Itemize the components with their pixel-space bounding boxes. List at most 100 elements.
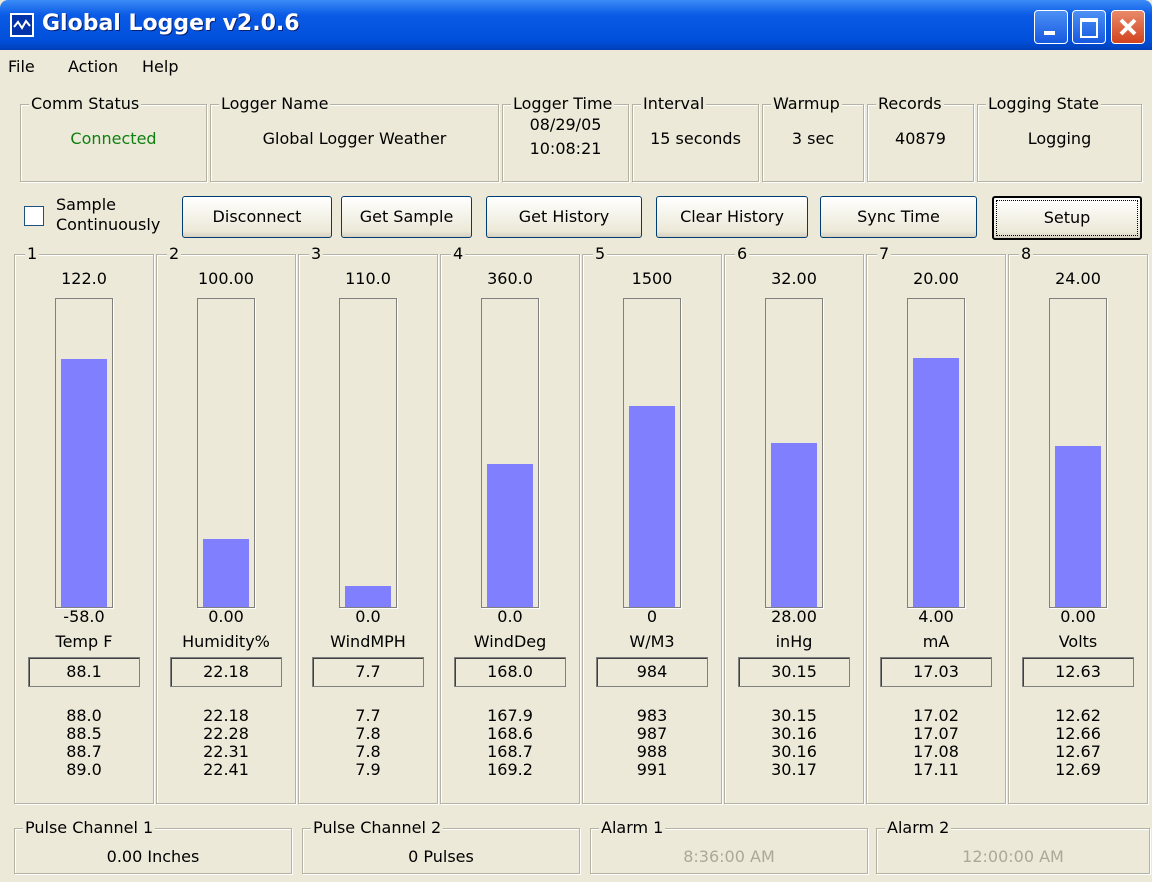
history-reading: 12.66: [1055, 724, 1101, 743]
channel-group: 8 24.00 0.00 Volts 12.63 12.62 12.66 12.67 12.69: [1008, 245, 1148, 804]
status-value: 08/29/05: [529, 115, 602, 134]
group-label: Alarm 1: [599, 818, 666, 837]
bar-frame: [765, 298, 823, 608]
history-reading: 88.5: [66, 724, 102, 743]
history-reading: 88.7: [66, 742, 102, 761]
channel-max: 32.00: [771, 269, 817, 288]
channel-unit: WindMPH: [330, 632, 406, 651]
button[interactable]: Get History: [486, 196, 642, 238]
group-label: Logging State: [986, 94, 1101, 113]
checkbox[interactable]: [24, 206, 44, 226]
channel-min: 4.00: [918, 607, 954, 626]
channel-number: 2: [167, 244, 182, 263]
channel-min: 0.0: [355, 607, 381, 626]
channel-min: 0.00: [1060, 607, 1096, 626]
group-label: Logger Name: [219, 94, 331, 113]
history-reading: 22.18: [203, 706, 249, 725]
title-bar: Global Logger v2.0.6: [0, 0, 1152, 50]
channel-max: 24.00: [1055, 269, 1101, 288]
history-reading: 168.6: [487, 724, 533, 743]
channel-min: 0.00: [208, 607, 244, 626]
history-reading: 30.15: [771, 706, 817, 725]
history-reading: 7.8: [355, 724, 381, 743]
bar: [487, 464, 533, 607]
app-icon: [10, 13, 34, 37]
channel-unit: WindDeg: [473, 632, 547, 651]
history-reading: 17.11: [913, 760, 959, 779]
channel-unit: W/M3: [629, 632, 675, 651]
history-reading: 17.08: [913, 742, 959, 761]
group-label: Pulse Channel 2: [311, 818, 444, 837]
menu-item[interactable]: Help: [142, 57, 179, 76]
button[interactable]: Setup: [992, 196, 1142, 240]
history-reading: 169.2: [487, 760, 533, 779]
channel-unit: mA: [922, 632, 950, 651]
group-label: Alarm 2: [885, 818, 952, 837]
status-value: 15 seconds: [650, 129, 741, 148]
history-reading: 168.7: [487, 742, 533, 761]
channel-unit: Temp F: [55, 632, 113, 651]
channel-group: 2 100.00 0.00 Humidity% 22.18 22.18 22.28 22.31…: [156, 245, 296, 804]
current-reading: 984: [596, 657, 708, 687]
group-label: Logger Time: [511, 94, 615, 113]
button[interactable]: Sync Time: [820, 196, 977, 238]
footer-group: Alarm 1 8:36:00 AM: [590, 819, 868, 874]
history-reading: 7.8: [355, 742, 381, 761]
channel-number: 8: [1019, 244, 1034, 263]
bar-frame: [55, 298, 113, 608]
channel-number: 4: [451, 244, 466, 263]
channel-group: 1 122.0 -58.0 Temp F 88.1 88.0 88.5 88.7 89.0: [14, 245, 154, 804]
current-reading: 17.03: [880, 657, 992, 687]
channel-number: 1: [25, 244, 40, 263]
history-reading: 987: [636, 724, 668, 743]
menu-item[interactable]: File: [8, 57, 35, 76]
menu-item[interactable]: Action: [68, 57, 119, 76]
channel-unit: Humidity%: [182, 632, 270, 651]
history-reading: 12.62: [1055, 706, 1101, 725]
bar: [1055, 445, 1101, 607]
channel-max: 1500: [631, 269, 673, 288]
button[interactable]: Clear History: [656, 196, 808, 238]
menu-bar: File Action Help: [0, 50, 1152, 84]
bar: [771, 442, 817, 607]
bar-frame: [623, 298, 681, 608]
channel-number: 3: [309, 244, 324, 263]
channel-min: 28.00: [771, 607, 817, 626]
channel-number: 6: [735, 244, 750, 263]
history-reading: 991: [636, 760, 668, 779]
channel-group: 7 20.00 4.00 mA 17.03 17.02 17.07 17.08 17.11: [866, 245, 1006, 804]
button[interactable]: Disconnect: [182, 196, 332, 238]
status-value: 3 sec: [791, 129, 835, 148]
channel-max: 122.0: [61, 269, 107, 288]
group-label: Records: [876, 94, 944, 113]
button[interactable]: Get Sample: [341, 196, 472, 238]
footer-value: 8:36:00 AM: [683, 847, 775, 866]
bar-frame: [481, 298, 539, 608]
minimize-button[interactable]: [1034, 10, 1068, 44]
bar-frame: [1049, 298, 1107, 608]
status-value: Connected: [70, 129, 157, 148]
footer-value: 0 Pulses: [408, 847, 474, 866]
channel-unit: inHg: [775, 632, 813, 651]
history-reading: 30.17: [771, 760, 817, 779]
bar: [203, 539, 249, 607]
bar: [913, 357, 959, 607]
group-label: Interval: [641, 94, 707, 113]
maximize-button[interactable]: [1072, 10, 1106, 44]
close-button[interactable]: [1111, 10, 1145, 44]
status-group: Logger Time 08/29/05 10:08:21: [502, 95, 629, 182]
checkbox-label: Sample Continuously: [56, 195, 161, 234]
history-reading: 22.28: [203, 724, 249, 743]
footer-value: 0.00 Inches: [106, 847, 200, 866]
channel-min: 0.0: [497, 607, 523, 626]
footer-value: 12:00:00 AM: [962, 847, 1064, 866]
history-reading: 12.69: [1055, 760, 1101, 779]
group-label: Pulse Channel 1: [23, 818, 156, 837]
channel-max: 360.0: [487, 269, 533, 288]
history-reading: 88.0: [66, 706, 102, 725]
footer-group: Pulse Channel 2 0 Pulses: [302, 819, 580, 874]
status-value: Global Logger Weather: [262, 129, 447, 148]
bar-frame: [907, 298, 965, 608]
channel-group: 6 32.00 28.00 inHg 30.15 30.15 30.16 30.16 30.17: [724, 245, 864, 804]
window-title: Global Logger v2.0.6: [42, 11, 300, 36]
